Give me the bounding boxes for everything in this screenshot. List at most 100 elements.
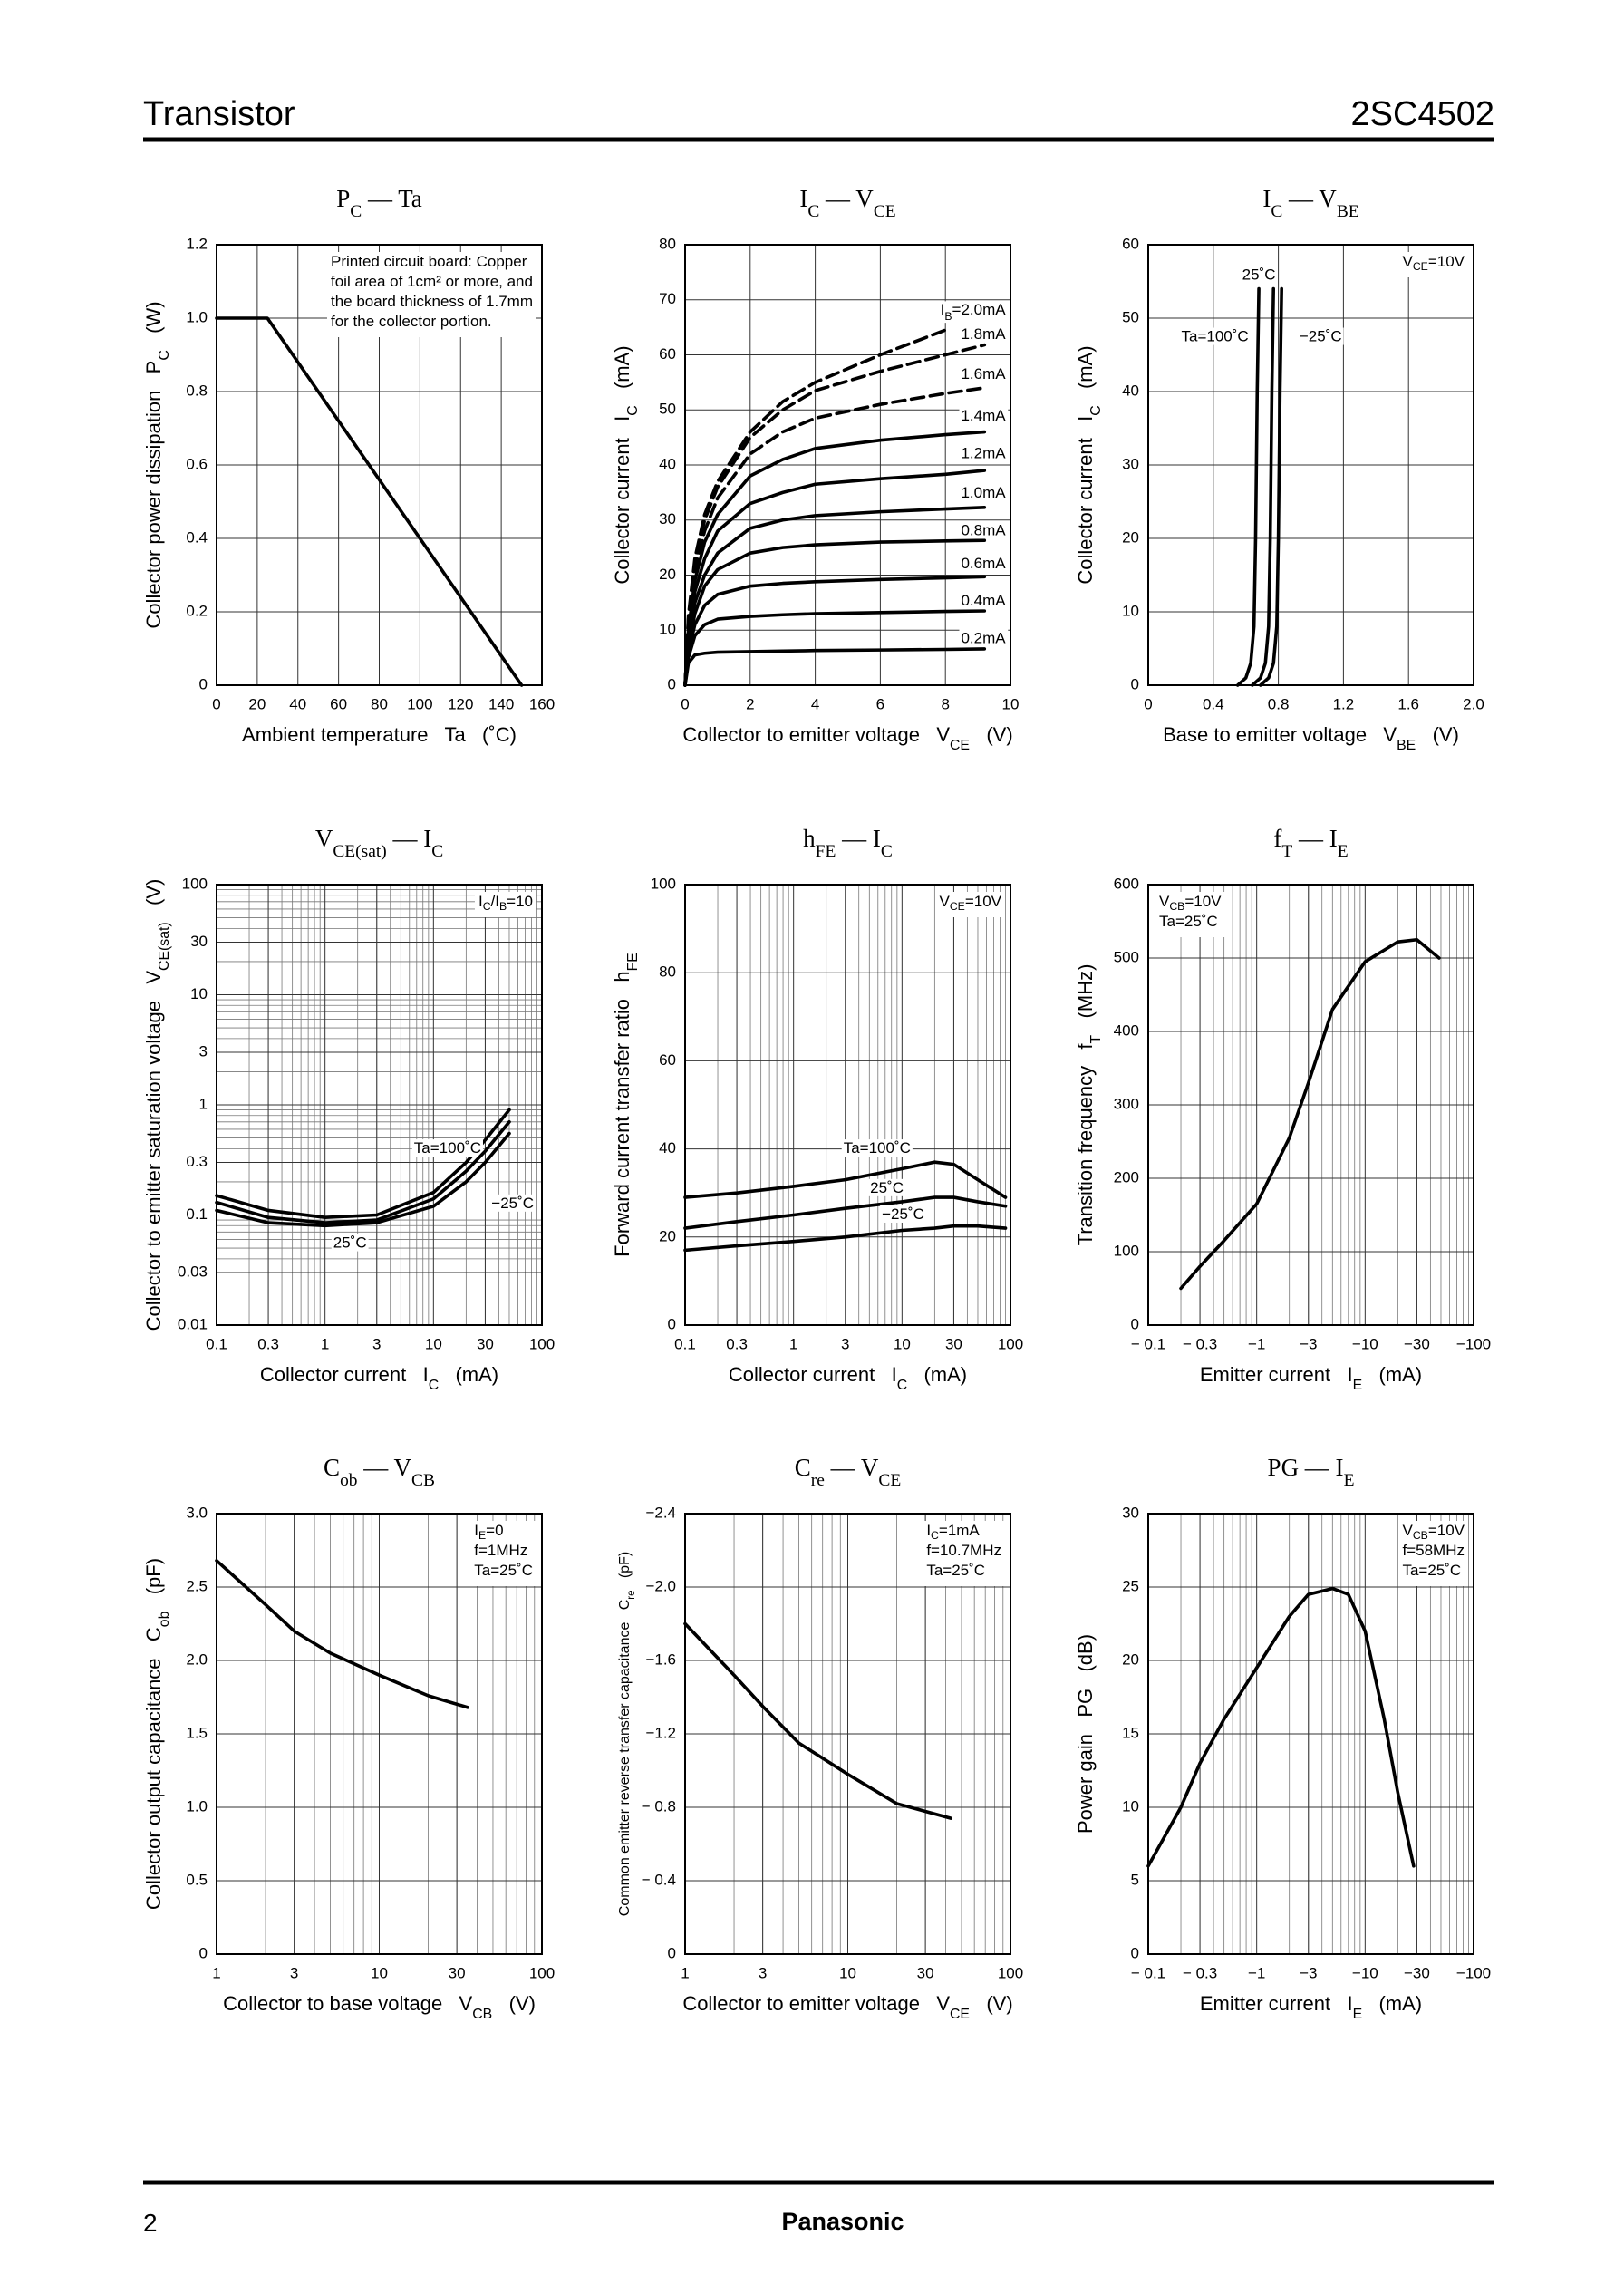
header-part: 2SC4502 [1351,95,1494,133]
x-tick-label: − 0.3 [1183,1964,1217,1981]
annotation-line-part: for the collector portion. [331,313,492,330]
x-axis-label-part: (V) [970,1992,1013,2015]
chart-title-part: E [1344,1471,1355,1490]
annotation-line-part: I [926,1522,931,1539]
plot-frame [1147,244,1474,686]
annotation-line: Ta=25˚C [926,1562,985,1579]
chart-title-part: CE(sat) [333,842,386,861]
annotation-line: f=1MHz [474,1542,527,1559]
x-axis-label: Collector to emitter voltage VCE (V) [682,1992,1012,2022]
chart-title-part: CE [874,202,896,221]
x-tick-label: 10 [371,1964,388,1981]
x-tick-label: 100 [529,1964,555,1981]
y-tick-label: 10 [1122,602,1139,619]
label-background [489,1194,536,1212]
curve [215,1559,469,1709]
chart-title: fT — IE [1273,825,1348,861]
annotation-line-part: =10V [1428,1522,1465,1539]
chart-title-part: V [315,825,334,852]
x-axis-label-part: C [897,1378,907,1393]
chart-title-part: C [431,842,443,861]
y-tick-label: −2.4 [645,1504,676,1521]
chart-title-part: C [350,202,362,221]
chart-title: VCE(sat) — IC [315,825,443,861]
x-tick-label: 3 [290,1964,298,1981]
series-label: 1.0mA [961,484,1006,501]
chart-panel: 1 3 10 30 100 0 − 0.4 − 0.8 −1.2 −1.6 −2.0 −2.4 Cre … [617,1454,1023,2022]
x-tick-label: 140 [488,695,514,712]
x-tick-label: 0.1 [674,1335,696,1352]
label-background [1179,327,1251,345]
y-axis-label-part: Common emitter reverse transfer capacita… [617,1600,633,1916]
annotation-line: Ta=25˚C [474,1562,533,1579]
x-tick-label: 3 [372,1335,381,1352]
label-background [959,325,1009,344]
x-axis-label: Collector to base voltage VCB (V) [223,1992,536,2022]
y-tick-label: 30 [1122,1504,1139,1521]
y-tick-label: 60 [1122,235,1139,252]
y-tick-label: 80 [659,963,676,981]
y-tick-label: 80 [659,235,676,252]
chart-title-part: — Ta [362,185,422,212]
annotation: VCE=10V [935,892,1005,917]
chart-title-part: re [811,1471,825,1490]
x-tick-label: 0.3 [257,1335,279,1352]
series-label: −25˚C [882,1205,924,1223]
y-tick-label: 0.3 [186,1153,208,1170]
plot-frame [216,244,543,686]
x-tick-label: −3 [1300,1335,1317,1352]
annotation-line-part: foil area of 1cm² or more, and [331,273,533,290]
x-axis-label-part: Collector to emitter voltage V [682,723,950,746]
y-axis-label-part: C [157,350,172,360]
x-axis-label-part: CB [472,2007,492,2022]
label-background [959,364,1009,382]
chart-title: Cre — VCE [795,1454,901,1490]
y-axis-label-part: re [626,1590,637,1599]
curve [1179,937,1441,1291]
y-tick-label: −1.6 [645,1650,676,1668]
y-tick-label: 1 [199,1095,208,1112]
chart-title-part: f [1273,825,1281,852]
y-tick-label: 3 [199,1043,208,1060]
x-axis-label-part: CE [950,2007,970,2022]
label-background [841,1139,913,1157]
x-axis-label-part: Base to emitter voltage V [1163,723,1397,746]
y-tick-label: 0 [668,675,676,692]
annotation: VCE=10V [1398,252,1468,277]
annotation-line-part: f=1MHz [474,1542,527,1559]
series-label: 25˚C [334,1234,367,1252]
y-axis-label-part: (W) [142,301,165,350]
chart-title-part: C [795,1454,811,1481]
x-axis-label-part: E [1353,1378,1363,1393]
series-label: 0.4mA [961,592,1006,609]
series-label: 1.2mA [961,444,1006,461]
x-tick-label: 0.3 [726,1335,748,1352]
y-axis-label-part: C [1088,405,1104,415]
series-label: 0.6mA [961,555,1006,572]
x-tick-label: − 0.1 [1131,1964,1165,1981]
annotation-line-part: V [1159,893,1170,910]
x-tick-label: 40 [289,695,306,712]
annotation-line: VCB=10V [1402,1522,1464,1542]
x-tick-label: 60 [330,695,347,712]
y-tick-label: 40 [659,455,676,472]
x-tick-label: 100 [407,695,432,712]
label-background [959,484,1009,502]
x-tick-label: 30 [945,1335,962,1352]
y-tick-label: 0 [668,1944,676,1961]
y-axis-label-part: (V) [142,879,165,923]
annotation-line-part: Printed circuit board: Copper [331,253,527,270]
label-background [959,407,1009,425]
annotation-line: f=58MHz [1402,1542,1464,1559]
y-tick-label: 15 [1122,1724,1139,1741]
y-tick-label: 100 [182,875,208,892]
x-axis-label-part: Emitter current I [1200,1992,1353,2015]
series-label: Ta=100˚C [844,1139,911,1157]
x-tick-label: 0.1 [206,1335,227,1352]
plot-frame [684,244,1011,686]
y-axis-label: Collector current IC (mA) [1074,345,1104,584]
series-label: 25˚C [870,1179,904,1196]
y-axis-label-part: Collector output capacitance C [142,1627,165,1910]
annotation-line-part: C [483,900,491,913]
x-tick-label: 6 [876,695,884,712]
